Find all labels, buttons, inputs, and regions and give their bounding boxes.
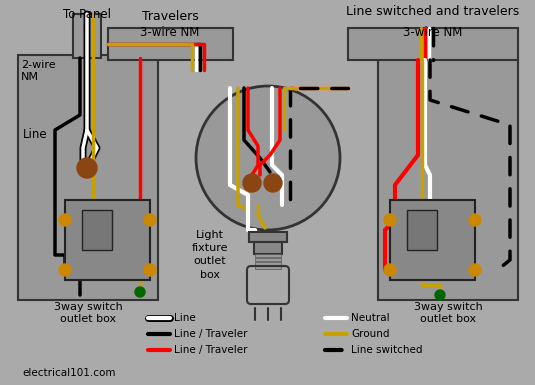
Bar — [255, 254, 281, 257]
Circle shape — [144, 264, 156, 276]
Circle shape — [384, 214, 396, 226]
Text: Line / Traveler: Line / Traveler — [174, 345, 248, 355]
Bar — [390, 200, 475, 280]
Text: Line switched and travelers: Line switched and travelers — [346, 5, 519, 18]
Circle shape — [469, 264, 481, 276]
Text: 3-wire NM: 3-wire NM — [140, 25, 200, 38]
Bar — [255, 258, 281, 261]
Bar — [407, 210, 437, 250]
Text: To Panel: To Panel — [63, 8, 111, 21]
Bar — [18, 55, 158, 300]
Circle shape — [59, 214, 71, 226]
Text: 3-wire NM: 3-wire NM — [403, 25, 463, 38]
Bar — [65, 200, 150, 280]
Bar — [255, 266, 281, 269]
Circle shape — [469, 214, 481, 226]
Text: Ground: Ground — [351, 329, 389, 339]
Bar — [249, 232, 287, 242]
Text: Travelers: Travelers — [142, 10, 198, 23]
Text: Line: Line — [174, 313, 196, 323]
Circle shape — [243, 174, 261, 192]
Text: 3way switch
outlet box: 3way switch outlet box — [414, 302, 483, 325]
Text: Line switched: Line switched — [351, 345, 423, 355]
Circle shape — [196, 86, 340, 230]
Circle shape — [384, 264, 396, 276]
Bar — [348, 28, 518, 60]
Circle shape — [144, 214, 156, 226]
Bar — [108, 28, 233, 60]
Text: 3way switch
outlet box: 3way switch outlet box — [54, 302, 123, 325]
Circle shape — [59, 264, 71, 276]
Text: Light
fixture
outlet
box: Light fixture outlet box — [192, 230, 228, 280]
Text: Line: Line — [23, 129, 48, 142]
Bar — [82, 210, 112, 250]
Bar — [254, 242, 282, 254]
Text: electrical101.com: electrical101.com — [22, 368, 116, 378]
Text: 2-wire
NM: 2-wire NM — [21, 60, 56, 82]
Text: Neutral: Neutral — [351, 313, 389, 323]
Text: Line / Traveler: Line / Traveler — [174, 329, 248, 339]
Bar — [73, 14, 101, 58]
Circle shape — [135, 287, 145, 297]
Circle shape — [77, 158, 97, 178]
Circle shape — [264, 174, 282, 192]
Bar — [378, 55, 518, 300]
Bar — [255, 262, 281, 265]
Circle shape — [435, 290, 445, 300]
